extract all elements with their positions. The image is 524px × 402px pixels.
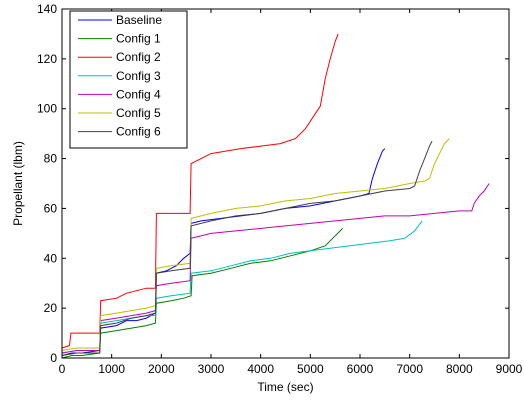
- legend-label: Config 4: [116, 87, 161, 101]
- x-tick-label: 1000: [98, 362, 125, 376]
- legend-item: Config 1: [78, 32, 161, 46]
- legend-label: Config 3: [116, 69, 161, 83]
- x-tick-label: 4000: [247, 362, 274, 376]
- y-tick-label: 80: [44, 152, 58, 166]
- plot-frame: [61, 8, 510, 359]
- legend-item: Config 3: [78, 69, 161, 83]
- y-tick-label: 0: [50, 351, 57, 365]
- y-axis: 0 20 40 60 80 100 120 140: [37, 2, 509, 365]
- series-line-config-4: [61, 183, 490, 354]
- legend-label: Baseline: [116, 13, 162, 27]
- legend-item: Config 4: [78, 87, 161, 101]
- series-line-config-3: [61, 220, 423, 354]
- legend-item: Config 2: [78, 50, 161, 64]
- x-axis-label: Time (sec): [257, 380, 313, 394]
- y-tick-label: 100: [37, 102, 57, 116]
- x-tick-label: 8000: [446, 362, 473, 376]
- series-line-config-2: [61, 33, 339, 349]
- legend-label: Config 6: [116, 125, 161, 139]
- series-layer: [61, 33, 490, 359]
- legend-item: Config 5: [78, 106, 161, 120]
- legend-label: Config 5: [116, 106, 161, 120]
- x-axis: 0 1000 2000 3000 4000 5000 6000 7000 8000 9000: [59, 9, 523, 376]
- x-tick-label: 9000: [496, 362, 523, 376]
- x-tick-label: 7000: [396, 362, 423, 376]
- x-tick-label: 2000: [148, 362, 175, 376]
- y-tick-label: 20: [44, 301, 58, 315]
- y-tick-label: 120: [37, 52, 57, 66]
- series-line-config-5: [61, 138, 450, 351]
- legend-item: Config 6: [78, 125, 161, 139]
- x-tick-label: 6000: [347, 362, 374, 376]
- x-tick-label: 5000: [297, 362, 324, 376]
- y-axis-label: Propellant (lbm): [11, 141, 25, 226]
- y-tick-label: 60: [44, 201, 58, 215]
- x-tick-label: 0: [59, 362, 66, 376]
- legend-label: Config 1: [116, 32, 161, 46]
- x-tick-label: 3000: [198, 362, 225, 376]
- legend-item: Baseline: [78, 13, 162, 27]
- legend-label: Config 2: [116, 50, 161, 64]
- legend-box: [69, 10, 188, 149]
- y-tick-label: 140: [37, 2, 57, 16]
- y-tick-label: 40: [44, 251, 58, 265]
- legend: Baseline Config 1 Config 2 Config 3 Config 4…: [69, 10, 188, 149]
- series-line-config-6: [61, 140, 433, 356]
